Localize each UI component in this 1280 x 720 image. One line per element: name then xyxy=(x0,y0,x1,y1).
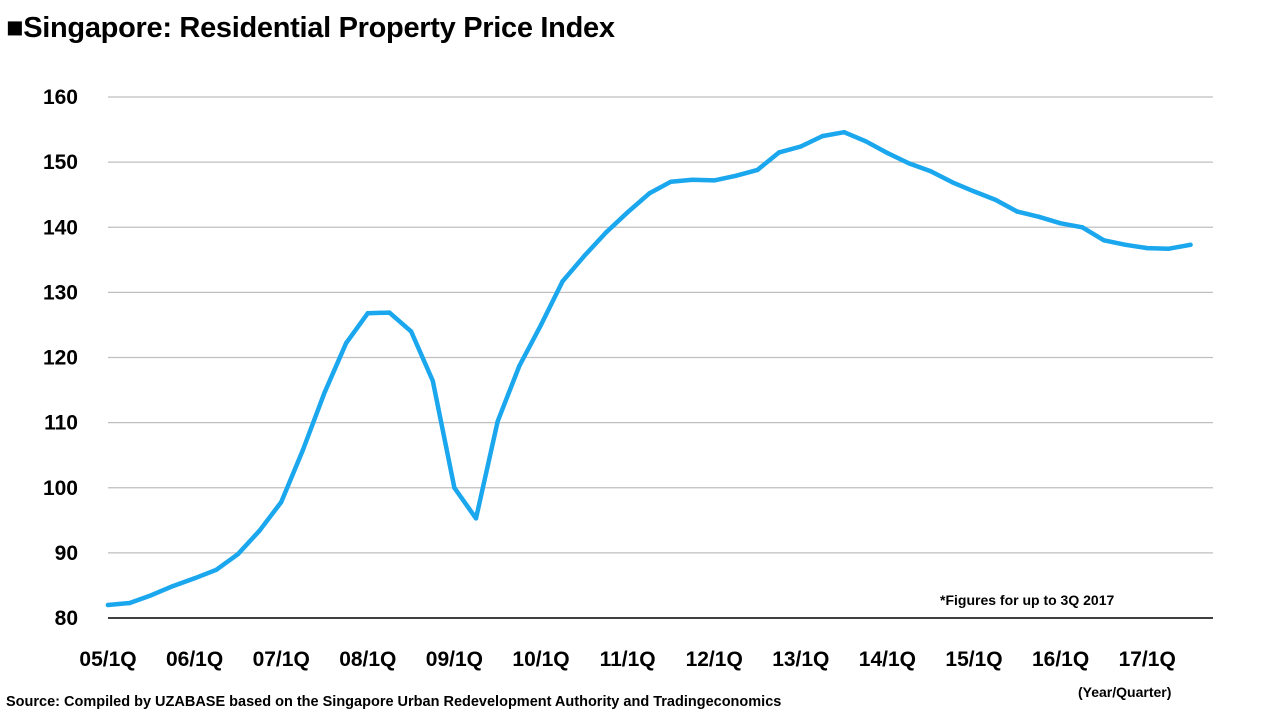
data-point xyxy=(365,311,370,316)
data-point xyxy=(950,180,955,185)
data-point xyxy=(257,528,262,533)
data-point xyxy=(1036,214,1042,220)
data-point xyxy=(1015,209,1020,214)
data-point xyxy=(149,593,154,598)
data-point xyxy=(885,150,890,156)
x-tick-label: 07/1Q xyxy=(253,648,310,671)
data-point xyxy=(625,210,630,215)
x-tick-label: 06/1Q xyxy=(166,648,223,671)
x-axis-tick-labels: 05/1Q 06/1Q 07/1Q 08/1Q 09/1Q 10/1Q 11/1Q 12/1Q… xyxy=(79,648,1175,671)
x-tick-label: 14/1Q xyxy=(859,648,916,671)
y-tick-label: 130 xyxy=(43,281,78,304)
chart-title: ■Singapore: Residential Property Price I… xyxy=(6,12,615,44)
x-tick-label: 17/1Q xyxy=(1119,648,1176,671)
data-point xyxy=(538,322,544,328)
data-point xyxy=(343,340,349,346)
y-tick-label: 80 xyxy=(55,607,78,630)
data-point xyxy=(971,189,977,194)
data-point xyxy=(712,178,717,183)
x-tick-label: 10/1Q xyxy=(512,648,569,671)
data-point xyxy=(1080,225,1085,230)
series-line xyxy=(105,129,1193,608)
data-point xyxy=(560,279,565,284)
data-point xyxy=(820,133,825,139)
data-point xyxy=(517,363,522,369)
x-tick-label: 05/1Q xyxy=(79,648,136,671)
x-tick-label: 16/1Q xyxy=(1032,648,1089,671)
data-point xyxy=(105,602,111,608)
gridlines xyxy=(108,96,1213,554)
data-point xyxy=(776,150,782,155)
data-point xyxy=(1058,221,1063,226)
data-point xyxy=(733,173,739,179)
y-tick-label: 90 xyxy=(55,542,78,565)
data-point xyxy=(1145,245,1150,251)
data-point xyxy=(863,139,868,144)
data-point xyxy=(755,167,760,173)
data-point xyxy=(841,129,847,135)
data-point xyxy=(452,485,457,490)
y-tick-label: 110 xyxy=(44,412,78,435)
data-point xyxy=(1188,242,1193,248)
x-tick-label: 08/1Q xyxy=(339,648,396,671)
x-tick-label: 13/1Q xyxy=(772,648,829,671)
data-point xyxy=(690,177,695,182)
x-tick-label: 12/1Q xyxy=(686,648,743,671)
y-tick-label: 140 xyxy=(43,216,78,239)
data-point xyxy=(387,310,392,315)
source-note: Source: Compiled by UZABASE based on the… xyxy=(6,694,782,710)
y-axis-tick-labels: 80 90 100 110 120 130 140 150 160 xyxy=(43,86,78,630)
data-point xyxy=(906,161,912,166)
data-point xyxy=(603,230,609,235)
data-point xyxy=(214,567,219,573)
x-tick-label: 09/1Q xyxy=(426,648,483,671)
y-tick-label: 100 xyxy=(43,477,78,500)
data-point xyxy=(668,179,674,184)
data-point xyxy=(279,499,284,505)
data-point xyxy=(582,253,587,259)
data-point xyxy=(1101,238,1107,243)
data-point xyxy=(235,551,241,557)
data-point xyxy=(300,447,306,453)
data-point xyxy=(495,419,500,424)
y-tick-label: 160 xyxy=(43,86,78,109)
data-point xyxy=(993,197,998,203)
data-point xyxy=(170,583,176,589)
data-point xyxy=(647,191,652,196)
y-tick-label: 120 xyxy=(43,347,78,370)
data-point xyxy=(928,169,933,174)
data-point xyxy=(408,329,414,334)
figures-note: *Figures for up to 3Q 2017 xyxy=(940,592,1115,608)
data-point xyxy=(473,516,479,521)
data-point xyxy=(430,378,435,384)
y-tick-label: 150 xyxy=(43,151,78,174)
data-point xyxy=(1166,246,1172,251)
data-point xyxy=(1123,242,1128,248)
data-point xyxy=(798,144,803,149)
data-point xyxy=(192,576,197,581)
series xyxy=(105,129,1193,608)
x-tick-label: 15/1Q xyxy=(945,648,1002,671)
data-point xyxy=(322,390,327,395)
data-point xyxy=(127,600,132,606)
x-axis-unit-label: (Year/Quarter) xyxy=(1078,684,1172,700)
x-tick-label: 11/1Q xyxy=(600,648,656,671)
